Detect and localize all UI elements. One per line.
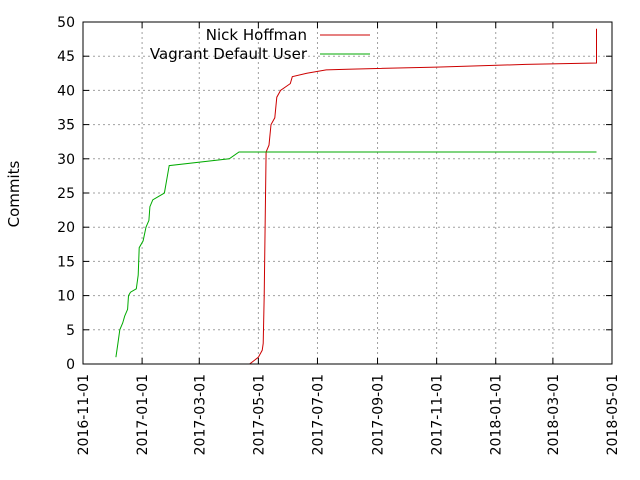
y-tick-label: 50	[57, 15, 75, 31]
y-tick-label: 35	[57, 118, 75, 134]
y-axis-label: Commits	[5, 160, 23, 227]
grid-lines	[83, 22, 612, 364]
series-line-vagrant-default-user	[115, 151, 597, 358]
x-tick-label: 2018-01-01	[489, 374, 505, 455]
x-tick-label: 2017-11-01	[430, 374, 446, 455]
legend-label-vagrant-default-user: Vagrant Default User	[150, 45, 308, 63]
series-layer	[115, 28, 597, 365]
x-tick-label: 2017-03-01	[192, 374, 208, 455]
x-tick-label: 2017-07-01	[310, 374, 326, 455]
x-tick-label: 2018-05-01	[605, 374, 621, 455]
y-tick-label: 45	[57, 49, 75, 65]
y-tick-label: 20	[57, 220, 75, 236]
y-tick-label: 10	[57, 289, 75, 305]
x-tick-label: 2016-11-01	[76, 374, 92, 455]
x-tick-label: 2018-03-01	[546, 374, 562, 455]
series-line-nick-hoffman	[249, 28, 597, 365]
x-tick-label: 2017-05-01	[251, 374, 267, 455]
y-tick-label: 5	[66, 323, 75, 339]
x-tick-label: 2017-01-01	[135, 374, 151, 455]
y-tick-label: 0	[66, 357, 75, 373]
plot-frame	[82, 21, 613, 365]
axes	[82, 21, 613, 365]
legend-label-nick-hoffman: Nick Hoffman	[206, 26, 307, 44]
x-tick-label: 2017-09-01	[371, 374, 387, 455]
y-tick-label: 40	[57, 83, 75, 99]
y-tick-label: 15	[57, 254, 75, 270]
ticks: 0 5 10 15 20 25 30 35 40 45 50 2016-11-01 2017-01-01…	[57, 15, 621, 455]
y-tick-label: 25	[57, 186, 75, 202]
y-tick-label: 30	[57, 152, 75, 168]
